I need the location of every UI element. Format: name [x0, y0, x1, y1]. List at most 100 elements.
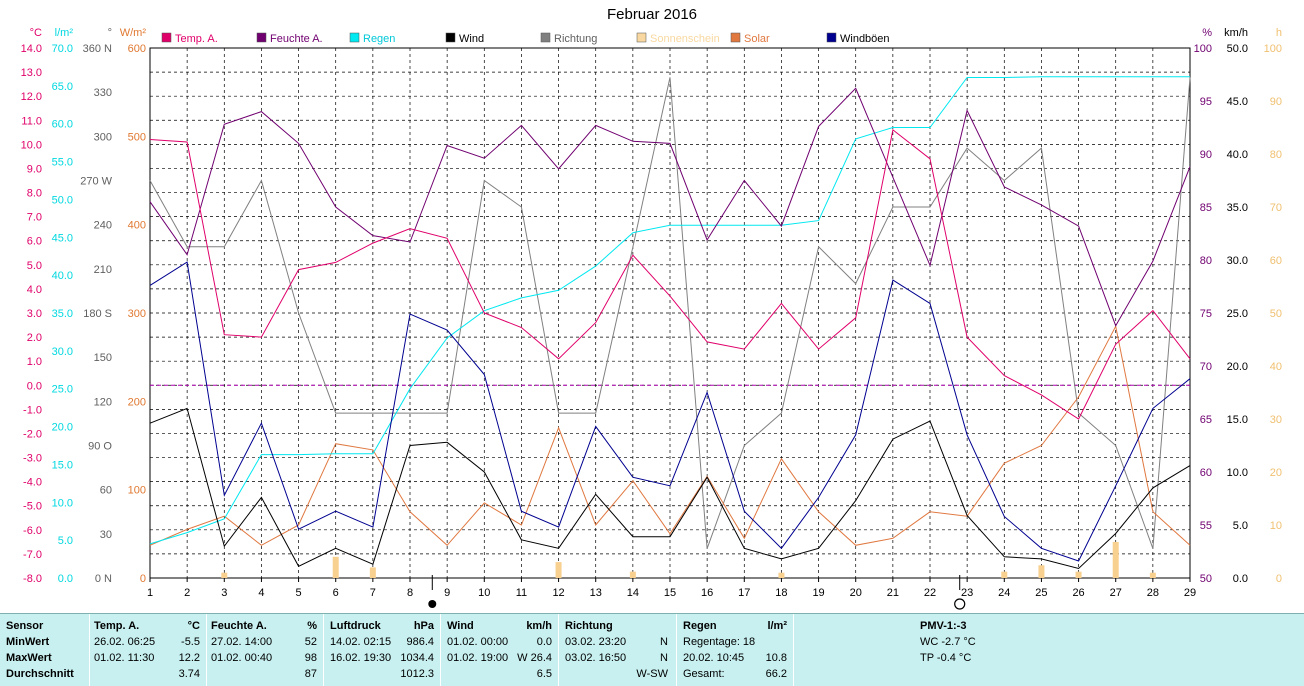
legend-label: Temp. A. — [175, 33, 218, 45]
regen-total-val: 66.2 — [765, 668, 787, 680]
legend-label: Sonnenschein — [650, 33, 720, 45]
sunshine-bar — [221, 572, 228, 578]
pmv-head: PMV-1:-3 — [920, 620, 967, 632]
right-axis-tick: 30 — [1270, 414, 1282, 426]
left-axis-tick: 55.0 — [52, 157, 73, 169]
left-axis-tick: -1.0 — [23, 404, 42, 416]
regen-max-dt: 20.02. 10:45 — [683, 652, 745, 664]
right-axis-tick: 10.0 — [1227, 467, 1248, 479]
right-axis-unit: h — [1276, 27, 1282, 39]
x-tick-label: 6 — [333, 587, 339, 599]
right-axis-tick: 40 — [1270, 361, 1282, 373]
left-axis-tick: 6.0 — [27, 236, 42, 248]
left-axis-tick: 12.0 — [21, 91, 42, 103]
x-tick-label: 8 — [407, 587, 413, 599]
feuchte-avg: 87 — [304, 668, 317, 680]
left-axis-tick: 90 O — [88, 441, 112, 453]
legend-swatch — [256, 32, 267, 43]
x-tick-label: 10 — [478, 587, 490, 599]
temp-head: Temp. A. — [94, 620, 140, 632]
legend-label: Wind — [459, 33, 484, 45]
right-axis-tick: 50 — [1270, 308, 1282, 320]
series-line-wind — [149, 407, 1191, 570]
legend-swatch — [161, 32, 172, 43]
left-axis-tick: 8.0 — [27, 188, 42, 200]
legend: Temp. A. Feuchte A. Regen Wind Richtung Sonne… — [161, 32, 890, 45]
stats-temp-col: Temp. A. °C 26.02. 06:25 -5.5 01.02. 11:30… — [90, 614, 207, 686]
feuchte-min-val: 52 — [304, 636, 317, 648]
sunshine-bars — [221, 541, 1156, 578]
legend-swatch — [826, 32, 837, 43]
stats-labels-col: Sensor MinWert MaxWert Durchschnitt — [0, 614, 90, 686]
x-tick-label: 2 — [184, 587, 190, 599]
richtung-avg: W-SW — [636, 668, 668, 680]
left-axis-tick: 1.0 — [27, 356, 42, 368]
moon-markers — [428, 575, 966, 610]
luftdruck-head: Luftdruck — [330, 620, 381, 632]
legend-swatch — [445, 32, 456, 43]
label-min: MinWert — [6, 636, 50, 648]
x-tick-label: 20 — [850, 587, 862, 599]
right-axis-tick: 70 — [1200, 361, 1212, 373]
axes: 14.013.012.011.010.09.08.07.06.05.04.03.… — [21, 27, 1282, 599]
feuchte-min-dt: 27.02. 14:00 — [211, 636, 273, 648]
left-axis-tick: 300 — [128, 308, 146, 320]
right-axis-tick: 55 — [1200, 520, 1212, 532]
left-axis-tick: 180 S — [83, 308, 112, 320]
right-axis-unit: % — [1202, 27, 1212, 39]
label-max: MaxWert — [6, 652, 52, 664]
right-axis-tick: 100 — [1264, 43, 1282, 55]
right-axis-tick: 75 — [1200, 308, 1212, 320]
luftdruck-max-val: 1034.4 — [400, 652, 434, 664]
left-axis-unit: ° — [108, 27, 112, 39]
x-tick-label: 21 — [887, 587, 899, 599]
left-axis-tick: 5.0 — [58, 535, 73, 547]
wind-unit: km/h — [526, 620, 552, 632]
left-axis-tick: 40.0 — [52, 270, 73, 282]
right-axis-tick: 100 — [1194, 43, 1212, 55]
right-axis-tick: 20 — [1270, 467, 1282, 479]
left-axis-tick: 210 — [94, 264, 112, 276]
left-axis-tick: 3.0 — [27, 308, 42, 320]
luftdruck-unit: hPa — [413, 620, 434, 632]
left-axis-tick: 60.0 — [52, 119, 73, 131]
x-tick-label: 9 — [444, 587, 450, 599]
sunshine-bar — [1038, 565, 1045, 578]
right-axis-tick: 45.0 — [1227, 96, 1248, 108]
left-axis-unit: W/m² — [120, 27, 147, 39]
pmv-tp: TP -0.4 °C — [920, 652, 972, 664]
left-axis-tick: 0.0 — [27, 380, 42, 392]
left-axis-tick: 100 — [128, 485, 146, 497]
right-axis-tick: 50.0 — [1227, 43, 1248, 55]
x-tick-label: 22 — [924, 587, 936, 599]
wind-min-dt: 01.02. 00:00 — [447, 636, 509, 648]
x-tick-label: 24 — [998, 587, 1010, 599]
left-axis-tick: -6.0 — [23, 525, 42, 537]
x-tick-label: 7 — [370, 587, 376, 599]
stats-pmv-col: PMV-1:-3 WC -2.7 °C TP -0.4 °C — [794, 614, 1304, 686]
left-axis-tick: 120 — [94, 396, 112, 408]
chart-title: Februar 2016 — [606, 6, 698, 23]
left-axis-tick: -5.0 — [23, 501, 42, 513]
right-axis-tick: 90 — [1200, 149, 1212, 161]
legend-label: Solar — [744, 33, 770, 45]
left-axis-tick: 400 — [128, 220, 146, 232]
wind-max-dt: 01.02. 19:00 — [447, 652, 509, 664]
left-axis-tick: 30.0 — [52, 346, 73, 358]
right-axis-tick: 5.0 — [1233, 520, 1248, 532]
regen-head: Regen — [683, 620, 717, 632]
regen-total-label: Gesamt: — [683, 668, 725, 680]
stats-wind-col: Wind km/h 01.02. 00:00 0.0 01.02. 19:00 W 2… — [441, 614, 559, 686]
x-tick-label: 3 — [221, 587, 227, 599]
series-line-richtung — [149, 77, 1191, 549]
left-axis-tick: 20.0 — [52, 422, 73, 434]
richtung-min-dt: 03.02. 23:20 — [565, 636, 627, 648]
left-axis-tick: 240 — [94, 220, 112, 232]
right-axis-tick: 25.0 — [1227, 308, 1248, 320]
statistics-panel: Sensor MinWert MaxWert Durchschnitt Temp… — [0, 613, 1304, 686]
left-axis-tick: -4.0 — [23, 477, 42, 489]
legend-swatch — [349, 32, 360, 43]
left-axis-tick: 5.0 — [27, 260, 42, 272]
x-tick-label: 17 — [738, 587, 750, 599]
left-axis-unit: l/m² — [55, 27, 74, 39]
